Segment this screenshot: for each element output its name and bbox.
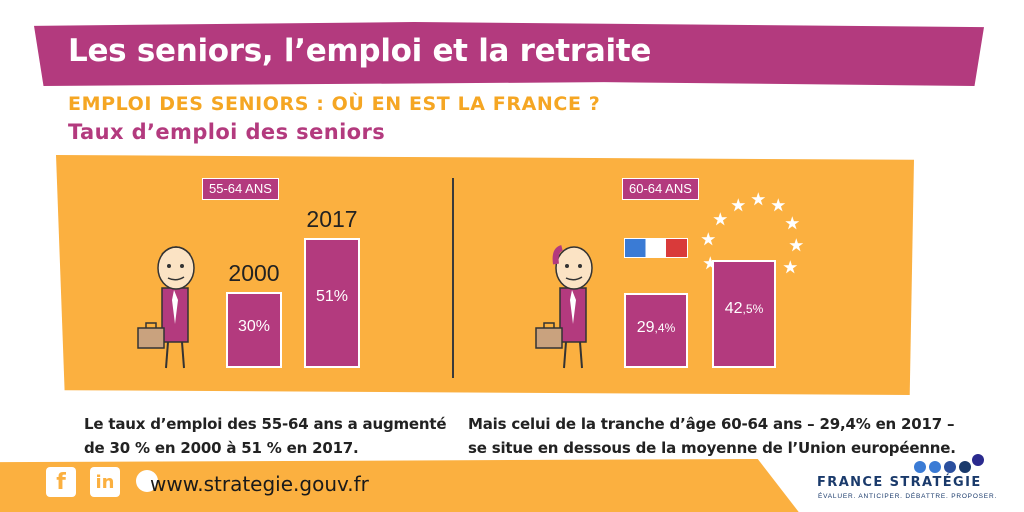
website-link[interactable]: www.strategie.gouv.fr xyxy=(150,472,369,496)
section-title: Taux d’emploi des seniors xyxy=(68,120,386,144)
eu-star: ★ xyxy=(786,215,799,231)
eu-star: ★ xyxy=(732,197,745,213)
data-label-eu: 42,5% xyxy=(725,300,763,318)
data-label-france-main: 29 xyxy=(636,318,655,336)
category-label-2000: 2000 xyxy=(228,259,280,286)
footer-band xyxy=(0,459,799,512)
panel-divider xyxy=(452,178,454,378)
facebook-icon[interactable]: f xyxy=(46,467,76,497)
caption-left-line1: Le taux d’emploi des 55-64 ans a augment… xyxy=(84,415,447,433)
title-banner xyxy=(34,22,984,86)
data-label-2017: 51% xyxy=(315,288,349,306)
senior-man-briefcase-icon xyxy=(535,245,593,369)
linkedin-icon[interactable]: in xyxy=(90,467,120,497)
data-label-france: 29,4% xyxy=(637,319,675,337)
eu-star: ★ xyxy=(772,197,785,213)
caption-left-line2: de 30 % en 2000 à 51 % en 2017. xyxy=(84,439,359,457)
page-subtitle: EMPLOI DES SENIORS : OÙ EN EST LA FRANCE… xyxy=(68,93,601,115)
eu-star: ★ xyxy=(790,237,803,253)
chart-title-55-64: 55-64 ANS xyxy=(202,178,279,200)
french-flag-icon xyxy=(624,238,688,258)
brand-tagline: ÉVALUER. ANTICIPER. DÉBATTRE. PROPOSER. xyxy=(818,493,998,500)
category-label-2017: 2017 xyxy=(306,205,358,232)
eu-star: ★ xyxy=(752,191,765,207)
bar-france xyxy=(624,293,688,368)
data-label-eu-main: 42 xyxy=(724,300,743,318)
france-strategie-logo-icon xyxy=(914,454,984,473)
eu-star: ★ xyxy=(784,259,797,275)
eu-star: ★ xyxy=(702,231,715,247)
data-label-eu-sub: ,5% xyxy=(742,302,764,317)
brand-name: FRANCE STRATÉGIE xyxy=(817,475,982,490)
caption-right-line2: se situe en dessous de la moyenne de l’U… xyxy=(468,439,956,457)
data-label-2000: 30% xyxy=(237,317,271,335)
chart-title-60-64: 60-64 ANS xyxy=(622,178,699,200)
bar-2000 xyxy=(226,291,282,368)
web-icon xyxy=(136,470,158,492)
bar-eu xyxy=(712,259,776,368)
page-title: Les seniors, l’emploi et la retraite xyxy=(68,33,652,69)
senior-man-briefcase-icon xyxy=(137,246,195,369)
bar-2017 xyxy=(304,237,360,368)
caption-left: Le taux d’emploi des 55-64 ans a augment… xyxy=(84,412,447,460)
caption-right: Mais celui de la tranche d’âge 60-64 ans… xyxy=(468,412,956,460)
eu-stars-icon: ★ ★ ★ ★ ★ ★ ★ ★ ★ xyxy=(702,191,804,276)
caption-right-line1: Mais celui de la tranche d’âge 60-64 ans… xyxy=(468,415,955,433)
data-label-france-sub: ,4% xyxy=(654,320,676,335)
eu-star: ★ xyxy=(714,211,727,227)
